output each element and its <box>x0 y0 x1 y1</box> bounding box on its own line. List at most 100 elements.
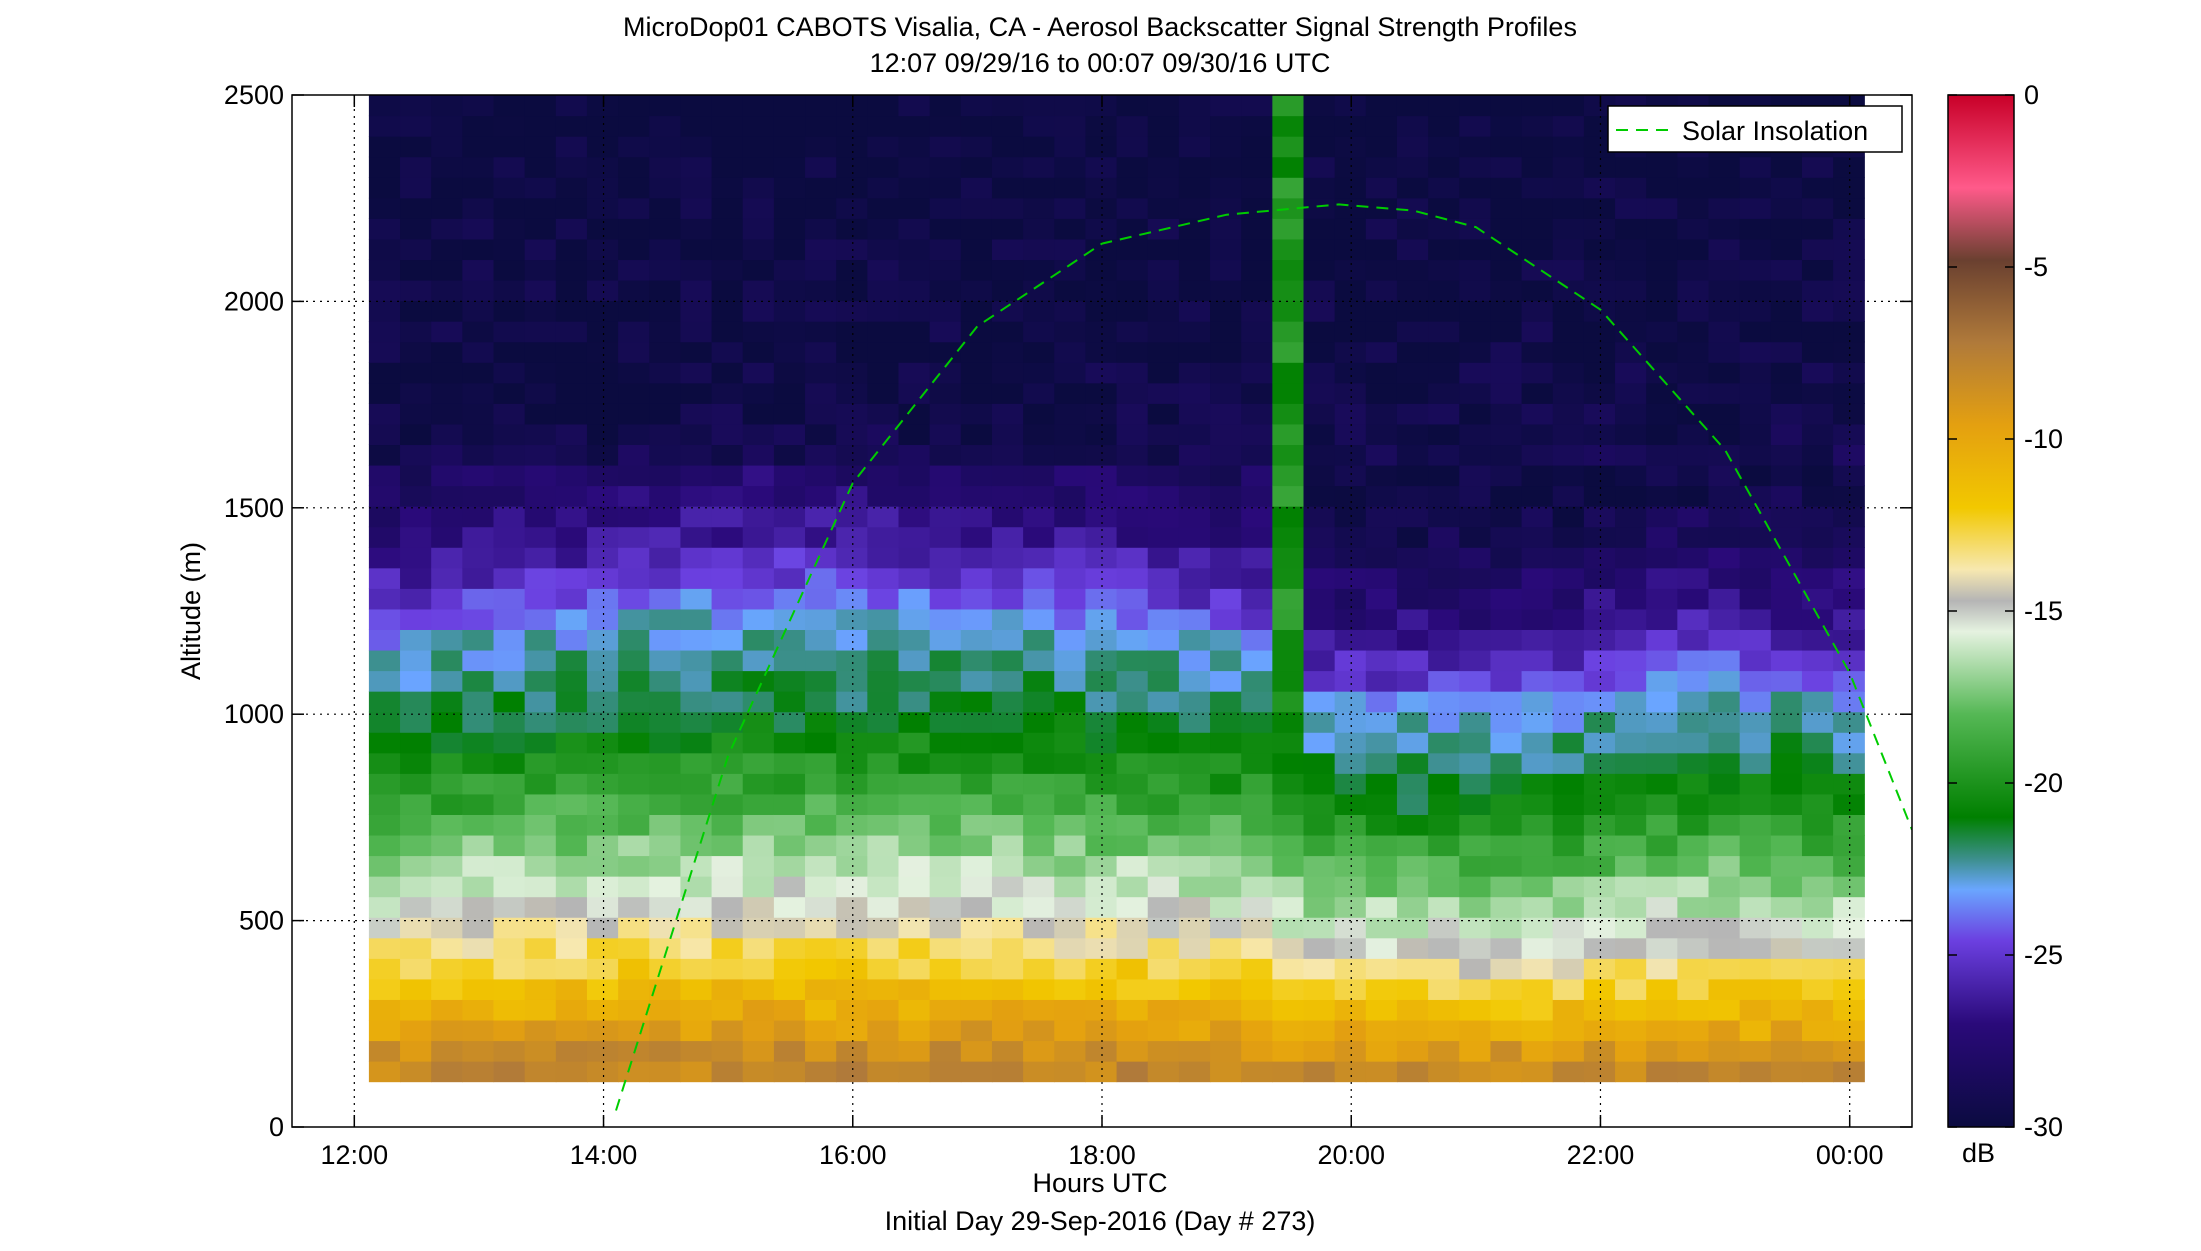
heatmap-cell <box>1521 136 1554 158</box>
heatmap-cell <box>1272 362 1305 384</box>
heatmap-cell <box>1615 444 1647 466</box>
heatmap-cell <box>773 793 806 815</box>
heatmap-cell <box>1521 1040 1554 1062</box>
heatmap-cell <box>1303 588 1336 610</box>
y-tick-label: 500 <box>239 906 284 936</box>
heatmap-cell <box>742 218 775 240</box>
heatmap-cell <box>1147 567 1180 589</box>
heatmap-cell <box>1739 937 1772 959</box>
heatmap-cell <box>1708 814 1741 836</box>
heatmap-cell <box>1334 691 1367 713</box>
heatmap-cell <box>1833 218 1865 240</box>
heatmap-cell <box>1116 711 1149 733</box>
heatmap-cell <box>929 629 962 651</box>
heatmap-cell <box>368 526 401 548</box>
heatmap-cell <box>1334 649 1367 672</box>
heatmap-cell <box>1210 814 1242 836</box>
heatmap-cell <box>1490 156 1523 178</box>
heatmap-cell <box>1303 917 1336 939</box>
heatmap-cell <box>1708 876 1741 898</box>
heatmap-cell <box>400 958 432 980</box>
heatmap-cell <box>555 321 588 343</box>
heatmap-cell <box>1210 732 1242 754</box>
heatmap-cell <box>1615 341 1647 363</box>
heatmap-cell <box>493 95 526 117</box>
heatmap-cell <box>1677 279 1710 302</box>
heatmap-cell <box>1521 691 1554 713</box>
heatmap-cell <box>1739 608 1772 630</box>
heatmap-cell <box>524 917 557 939</box>
heatmap-cell <box>1147 156 1180 178</box>
heatmap-cell <box>1677 1019 1710 1042</box>
heatmap-cell <box>867 1019 900 1042</box>
heatmap-cell <box>586 855 619 877</box>
heatmap-cell <box>431 1061 463 1083</box>
heatmap-cell <box>680 177 713 199</box>
heatmap-cell <box>1085 958 1118 980</box>
heatmap-cell <box>1428 506 1460 528</box>
heatmap-cell <box>1023 382 1055 404</box>
heatmap-cell <box>1615 773 1647 795</box>
heatmap-cell <box>462 403 495 425</box>
heatmap-cell <box>462 999 495 1021</box>
heatmap-cell <box>867 506 900 528</box>
heatmap-cell <box>1646 279 1678 302</box>
heatmap-cell <box>555 752 588 774</box>
heatmap-cell <box>1459 834 1492 857</box>
y-tick-label: 2500 <box>224 80 284 110</box>
heatmap-cell <box>1459 978 1492 1000</box>
heatmap-cell <box>1646 670 1678 692</box>
heatmap-cell <box>1303 691 1336 713</box>
heatmap-cell <box>1116 362 1149 384</box>
heatmap-cell <box>1178 670 1211 692</box>
heatmap-cell <box>618 834 650 857</box>
heatmap-cell <box>773 999 806 1021</box>
heatmap-cell <box>555 423 588 446</box>
heatmap-cell <box>1085 814 1118 836</box>
heatmap-cell <box>898 629 931 651</box>
heatmap-cell <box>1459 300 1492 322</box>
heatmap-cell <box>1210 855 1242 877</box>
heatmap-cell <box>836 896 868 918</box>
heatmap-cell <box>836 670 868 692</box>
heatmap-cell <box>462 197 495 219</box>
heatmap-cell <box>1521 649 1554 672</box>
heatmap-cell <box>1396 156 1429 178</box>
heatmap-cell <box>1552 896 1585 918</box>
heatmap-cell <box>1552 115 1585 137</box>
heatmap-cell <box>1272 95 1305 117</box>
heatmap-cell <box>1303 218 1336 240</box>
heatmap-cell <box>1303 876 1336 898</box>
heatmap-cell <box>1054 197 1087 219</box>
heatmap-cell <box>898 423 931 446</box>
heatmap-cell <box>991 999 1024 1021</box>
heatmap-cell <box>711 691 744 713</box>
heatmap-cell <box>805 896 837 918</box>
heatmap-cell <box>524 834 557 857</box>
heatmap-cell <box>524 793 557 815</box>
heatmap-cell <box>1178 115 1211 137</box>
heatmap-cell <box>555 136 588 158</box>
heatmap-cell <box>1521 279 1554 302</box>
heatmap-cell <box>400 588 432 610</box>
heatmap-cell <box>368 300 401 322</box>
heatmap-cell <box>462 958 495 980</box>
heatmap-cell <box>836 1040 868 1062</box>
heatmap-cell <box>1459 341 1492 363</box>
heatmap-cell <box>493 177 526 199</box>
heatmap-cell <box>1178 937 1211 959</box>
heatmap-cell <box>1708 999 1741 1021</box>
heatmap-cell <box>680 958 713 980</box>
heatmap-cell <box>1303 321 1336 343</box>
heatmap-cell <box>805 1019 837 1042</box>
heatmap-cell <box>1365 362 1398 384</box>
heatmap-cell <box>1583 259 1616 281</box>
heatmap-cell <box>586 732 619 754</box>
heatmap-cell <box>1677 547 1710 569</box>
heatmap-cell <box>836 218 868 240</box>
heatmap-cell <box>991 1040 1024 1062</box>
heatmap-cell <box>649 341 682 363</box>
heatmap-cell <box>1334 177 1367 199</box>
heatmap-cell <box>1303 156 1336 178</box>
heatmap-cell <box>649 238 682 261</box>
